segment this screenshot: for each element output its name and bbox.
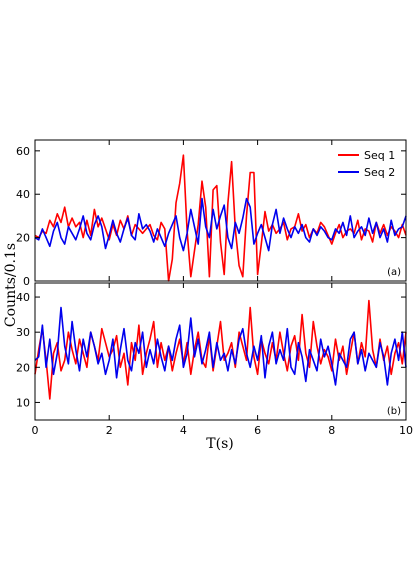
x-tick-label: 8 — [328, 424, 335, 437]
series-line-seq1 — [34, 299, 407, 400]
panel-label: (a) — [387, 267, 401, 278]
legend-label: Seq 2 — [364, 166, 395, 179]
x-tick-label: 4 — [180, 424, 187, 437]
y-tick-label: 40 — [16, 291, 30, 304]
x-tick-label: 6 — [254, 424, 261, 437]
plot-frame — [34, 139, 407, 282]
y-axis-label: Counts/0.1s — [3, 243, 19, 327]
x-axis-label: T(s) — [206, 436, 233, 452]
panel-label: (b) — [387, 406, 401, 417]
x-tick-label: 10 — [399, 424, 413, 437]
legend-label: Seq 1 — [364, 149, 395, 162]
y-tick-label: 40 — [16, 188, 30, 201]
y-tick-label: 20 — [16, 361, 30, 374]
y-tick-label: 0 — [23, 275, 30, 288]
series-line-seq2 — [34, 197, 407, 252]
y-tick-label: 60 — [16, 145, 30, 158]
y-tick-label: 20 — [16, 232, 30, 245]
y-tick-label: 10 — [16, 396, 30, 409]
series-line-seq1 — [34, 154, 407, 282]
plot-frame — [34, 282, 407, 421]
series-line-seq2 — [34, 306, 407, 386]
x-tick-label: 2 — [106, 424, 113, 437]
shared-x-axis: 0 2 4 6 8 10 — [32, 424, 414, 437]
legend: Seq 1 Seq 2 — [338, 149, 395, 179]
panel-b: 10 20 30 40 (b) — [16, 282, 407, 421]
panel-a: 0 20 40 60 (a) Seq 1 Seq 2 — [16, 139, 407, 288]
x-tick-label: 0 — [32, 424, 39, 437]
y-tick-label: 30 — [16, 326, 30, 339]
